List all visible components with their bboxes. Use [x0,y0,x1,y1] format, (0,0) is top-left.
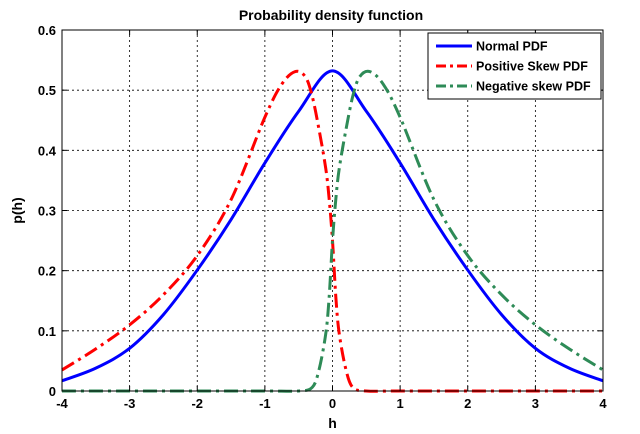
legend-label: Normal PDF [476,40,548,54]
y-tick-label: 0.4 [38,143,57,158]
x-axis-title: h [328,415,337,431]
plot-series [61,69,604,393]
x-tick-label: 1 [397,396,404,411]
chart-title: Probability density function [239,7,423,23]
legend: Normal PDF Positive Skew PDF Negative skew… [427,32,602,100]
y-tick-label: 0.6 [38,23,56,38]
legend-box [427,32,602,100]
x-tick-label: 4 [599,396,607,411]
legend-label: Positive Skew PDF [476,60,588,74]
x-tick-label: 0 [329,396,336,411]
series-line-1 [61,69,604,383]
legend-label: Negative skew PDF [476,80,591,94]
y-axis-title: p(h) [9,197,25,223]
y-tick-label: 0.1 [38,324,56,339]
x-tick-label: -4 [56,396,68,411]
x-tick-label: -2 [191,396,203,411]
x-tick-label: 2 [464,396,471,411]
y-tick-label: 0.2 [38,264,56,279]
x-tick-label: -1 [259,396,271,411]
x-tick-label: 3 [532,396,539,411]
series-line-3 [62,69,604,393]
x-tick-label: -3 [124,396,136,411]
y-tick-label: 0.5 [38,83,56,98]
y-tick-label: 0.3 [38,204,56,219]
y-tick-label: 0 [49,384,56,399]
axis-ticks: -4 -3 -2 -1 0 1 2 3 4 0 0.1 0.2 0.3 0.4 0.5 0.6 [38,23,607,411]
